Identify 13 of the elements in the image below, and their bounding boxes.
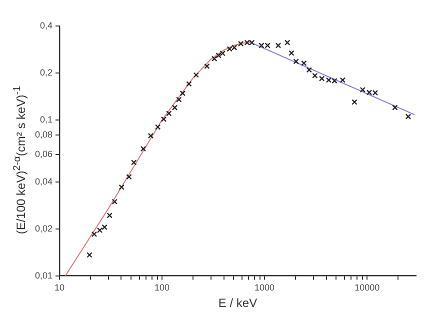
y-tick-label: 0,01 [34, 270, 53, 280]
x-tick-label: 1000 [254, 282, 275, 293]
y-tick-label: 0,04 [34, 176, 53, 186]
y-tick-label: 0,06 [34, 148, 53, 159]
x-tick-label: 100 [154, 282, 170, 293]
y-tick-label: 0,1 [40, 114, 53, 124]
y-tick-label: 0,08 [34, 129, 53, 140]
y-tick-label: 0,02 [34, 223, 53, 234]
y-tick-label: 0,2 [40, 67, 53, 78]
y-tick-label: 0,4 [40, 20, 53, 30]
x-tick-label: 10 [54, 282, 65, 293]
x-tick-label: 10000 [354, 282, 380, 293]
x-axis-title: E / keV [218, 296, 258, 310]
